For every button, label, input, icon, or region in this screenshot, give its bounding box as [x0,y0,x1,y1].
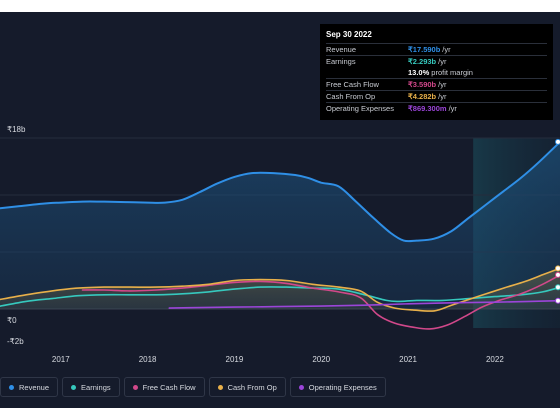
x-tick-label: 2021 [399,355,417,364]
tooltip-row-value: ₹4.282b [408,92,437,101]
operating-expenses-end-point [555,297,560,304]
tooltip-row-unit: profit margin [431,68,473,77]
x-tick-label: 2020 [312,355,330,364]
tooltip-row: Revenue ₹17.590b/yr [326,43,547,55]
legend-item-free-cash-flow[interactable]: Free Cash Flow [123,377,205,397]
tooltip-date: Sep 30 2022 [326,30,372,39]
tooltip-row: Cash From Op ₹4.282b/yr [326,90,547,102]
legend-dot-icon [298,384,304,390]
legend-item-operating-expenses[interactable]: Operating Expenses [289,377,386,397]
tooltip-row-label: Earnings [326,57,356,66]
tooltip-row-unit: /yr [438,57,447,66]
legend-label: Revenue [19,382,50,392]
tooltip-row-unit: /yr [438,80,447,89]
legend-dot-icon [71,384,77,390]
tooltip-row-value: ₹3.590b [408,80,437,89]
revenue-area [0,141,560,309]
revenue-line [0,140,560,243]
x-tick-label: 2018 [139,355,157,364]
tooltip-row-label: Cash From Op [326,92,376,101]
legend-dot-icon [9,384,14,390]
tooltip-row: 13.0% profit margin [326,67,547,78]
free-cash-flow-line [81,274,560,330]
tooltip-row: Free Cash Flow ₹3.590b/yr [326,78,547,90]
tooltip-row-value: ₹869.300m [408,104,447,113]
y-tick-label: -₹2b [7,337,24,346]
legend: Revenue Earnings Free Cash Flow Cash From O… [0,376,560,398]
x-tick-label: 2017 [52,355,70,364]
cash-from-op-area [0,268,560,312]
tooltip-row: Operating Expenses ₹869.300m/yr [326,102,547,114]
tooltip-row-label: Revenue [326,45,357,54]
tooltip-row-value: ₹2.293b [408,57,437,66]
x-tick-label: 2022 [486,355,504,364]
free-cash-flow-end-point [555,271,560,278]
legend-label: Operating Expenses [308,382,377,392]
tooltip-panel: Sep 30 2022 Revenue ₹17.590b/yr Earnings ₹2… [320,24,553,120]
tooltip-row-unit: /yr [442,45,451,54]
tooltip-row-unit: /yr [438,92,447,101]
legend-label: Free Cash Flow [142,382,196,392]
legend-item-cash-from-op[interactable]: Cash From Op [208,377,286,397]
legend-label: Cash From Op [227,382,277,392]
cash-from-op-end-point [555,265,560,272]
cash-from-op-line [0,267,560,312]
legend-label: Earnings [81,382,111,392]
legend-item-revenue[interactable]: Revenue [0,377,59,397]
tooltip-row-label: Operating Expenses [326,104,394,113]
y-tick-label: ₹18b [7,125,26,134]
operating-expenses-line [168,299,560,309]
legend-dot-icon [217,384,223,390]
tooltip-row: Earnings ₹2.293b/yr [326,55,547,67]
x-tick-label: 2019 [226,355,244,364]
revenue-end-point [555,138,560,145]
y-tick-label: ₹0 [7,316,17,325]
legend-item-earnings[interactable]: Earnings [62,377,120,397]
tooltip-row-value: 13.0% [408,68,430,77]
legend-dot-icon [132,384,138,390]
earnings-end-point [555,284,560,291]
tooltip-row-value: ₹17.590b [408,45,441,54]
tooltip-row-unit: /yr [448,104,457,113]
tooltip-row-label: Free Cash Flow [326,80,379,89]
